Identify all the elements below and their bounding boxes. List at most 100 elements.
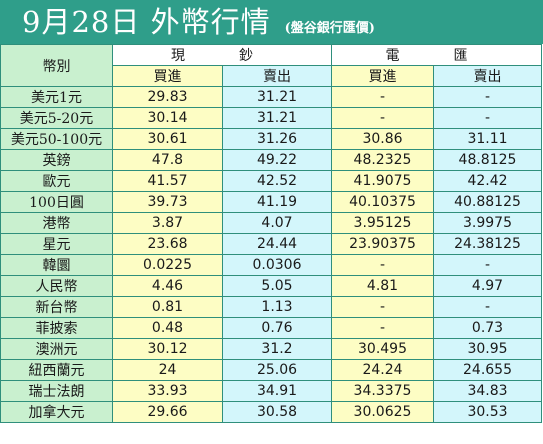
tt-buy-cell: 24.24 [331,359,434,381]
tt-buy-cell: - [331,107,434,129]
tt-sell-cell: - [433,296,542,318]
tt-buy-cell: 30.0625 [331,401,434,423]
table-row: 人民幣 4.46 5.05 4.81 4.97 [0,275,542,297]
cash-buy-cell: 39.73 [112,191,223,213]
cash-buy-cell: 4.46 [112,275,223,297]
tt-buy-cell: 40.10375 [331,191,434,213]
table-row: 英鎊 47.8 49.22 48.2325 48.8125 [0,149,542,171]
cash-sell-cell: 31.2 [222,338,332,360]
table-row: 紐西蘭元 24 25.06 24.24 24.655 [0,359,542,381]
tt-sell-cell: 34.83 [433,380,542,402]
cash-sell-cell: 25.06 [222,359,332,381]
table-row: 新台幣 0.81 1.13- - [0,296,542,318]
currency-name-cell: 澳洲元 [0,338,113,360]
table-row: 100日圓 39.73 41.19 40.10375 40.88125 [0,191,542,213]
table-row: 加拿大元 29.66 30.58 30.0625 30.53 [0,401,542,423]
currency-name-cell: 美元50-100元 [0,128,113,150]
table-row: 美元50-100元 30.61 31.26 30.86 31.11 [0,128,542,150]
tt-buy-cell: - [331,317,434,339]
cash-buy-cell: 24 [112,359,223,381]
tt-sell-cell: 30.95 [433,338,542,360]
exchange-rate-table: 幣別 現 鈔 電 匯 買進 賣出 買進 賣出 美元1元 29.83 31.21- - 美… [0,44,542,423]
tt-buy-header: 買進 [331,65,434,87]
tt-buy-cell: 4.81 [331,275,434,297]
tt-buy-cell: 30.495 [331,338,434,360]
cash-sell-cell: 0.76 [222,317,332,339]
currency-name-cell: 100日圓 [0,191,113,213]
table-row: 星元 23.68 24.44 23.90375 24.38125 [0,233,542,255]
cash-buy-cell: 0.0225 [112,254,223,276]
cash-buy-cell: 47.8 [112,149,223,171]
table-row: 澳洲元 30.12 31.2 30.495 30.95 [0,338,542,360]
currency-name-cell: 人民幣 [0,275,113,297]
cash-sell-cell: 34.91 [222,380,332,402]
currency-name-cell: 英鎊 [0,149,113,171]
tt-sell-cell: 31.11 [433,128,542,150]
cash-buy-cell: 30.61 [112,128,223,150]
tt-sell-header: 賣出 [433,65,542,87]
cash-sell-cell: 42.52 [222,170,332,192]
cash-sell-cell: 31.21 [222,107,332,129]
tt-buy-cell: - [331,86,434,108]
telegraphic-transfer-group-header: 電 匯 [331,44,542,66]
tt-sell-cell: 48.8125 [433,149,542,171]
cash-buy-cell: 30.12 [112,338,223,360]
tt-buy-cell: 48.2325 [331,149,434,171]
tt-buy-cell: 23.90375 [331,233,434,255]
currency-name-cell: 星元 [0,233,113,255]
currency-name-cell: 港幣 [0,212,113,234]
cash-buy-cell: 23.68 [112,233,223,255]
cash-sell-header: 賣出 [222,65,332,87]
tt-buy-cell: - [331,254,434,276]
cash-buy-cell: 3.87 [112,212,223,234]
currency-name-cell: 紐西蘭元 [0,359,113,381]
tt-sell-cell: 24.655 [433,359,542,381]
sub-header-row: 買進 賣出 買進 賣出 [1,65,542,87]
title-bar: 9月28日 外幣行情 (盤谷銀行匯價) [0,0,543,44]
currency-name-cell: 韓圜 [0,254,113,276]
currency-column-header: 幣別 [0,44,113,87]
page-title: 9月28日 外幣行情 [22,5,271,39]
tt-buy-cell: 3.95125 [331,212,434,234]
table-row: 港幣 3.87 4.07 3.95125 3.9975 [0,212,542,234]
cash-sell-cell: 31.26 [222,128,332,150]
cash-buy-cell: 29.66 [112,401,223,423]
cash-group-header: 現 鈔 [112,44,332,66]
cash-sell-cell: 4.07 [222,212,332,234]
table-row: 瑞士法朗 33.93 34.91 34.3375 34.83 [0,380,542,402]
cash-sell-cell: 41.19 [222,191,332,213]
cash-sell-cell: 1.13 [222,296,332,318]
table-row: 菲披索 0.48 0.76-0.73 [0,317,542,339]
cash-buy-cell: 0.48 [112,317,223,339]
tt-sell-cell: 42.42 [433,170,542,192]
currency-name-cell: 美元1元 [0,86,113,108]
cash-sell-cell: 24.44 [222,233,332,255]
page-subtitle: (盤谷銀行匯價) [284,21,375,36]
rate-rows: 美元1元 29.83 31.21- - 美元5-20元 30.14 31.21- - 美元50-… [0,86,542,423]
table-row: 歐元 41.57 42.52 41.9075 42.42 [0,170,542,192]
cash-buy-cell: 0.81 [112,296,223,318]
cash-sell-cell: 5.05 [222,275,332,297]
tt-sell-cell: 30.53 [433,401,542,423]
tt-sell-cell: - [433,107,542,129]
cash-sell-cell: 0.0306 [222,254,332,276]
table-row: 美元5-20元 30.14 31.21- - [0,107,542,129]
tt-sell-cell: - [433,254,542,276]
currency-name-cell: 菲披索 [0,317,113,339]
cash-buy-header: 買進 [112,65,223,87]
tt-sell-cell: 3.9975 [433,212,542,234]
cash-sell-cell: 49.22 [222,149,332,171]
cash-sell-cell: 30.58 [222,401,332,423]
tt-sell-cell: 24.38125 [433,233,542,255]
cash-sell-cell: 31.21 [222,86,332,108]
cash-buy-cell: 41.57 [112,170,223,192]
currency-name-cell: 新台幣 [0,296,113,318]
table-row: 美元1元 29.83 31.21- - [0,86,542,108]
tt-sell-cell: 0.73 [433,317,542,339]
tt-buy-cell: 30.86 [331,128,434,150]
table-row: 韓圜 0.0225 0.0306- - [0,254,542,276]
group-header-row: 幣別 現 鈔 電 匯 [0,44,542,87]
tt-sell-cell: - [433,86,542,108]
currency-name-cell: 美元5-20元 [0,107,113,129]
tt-sell-cell: 4.97 [433,275,542,297]
